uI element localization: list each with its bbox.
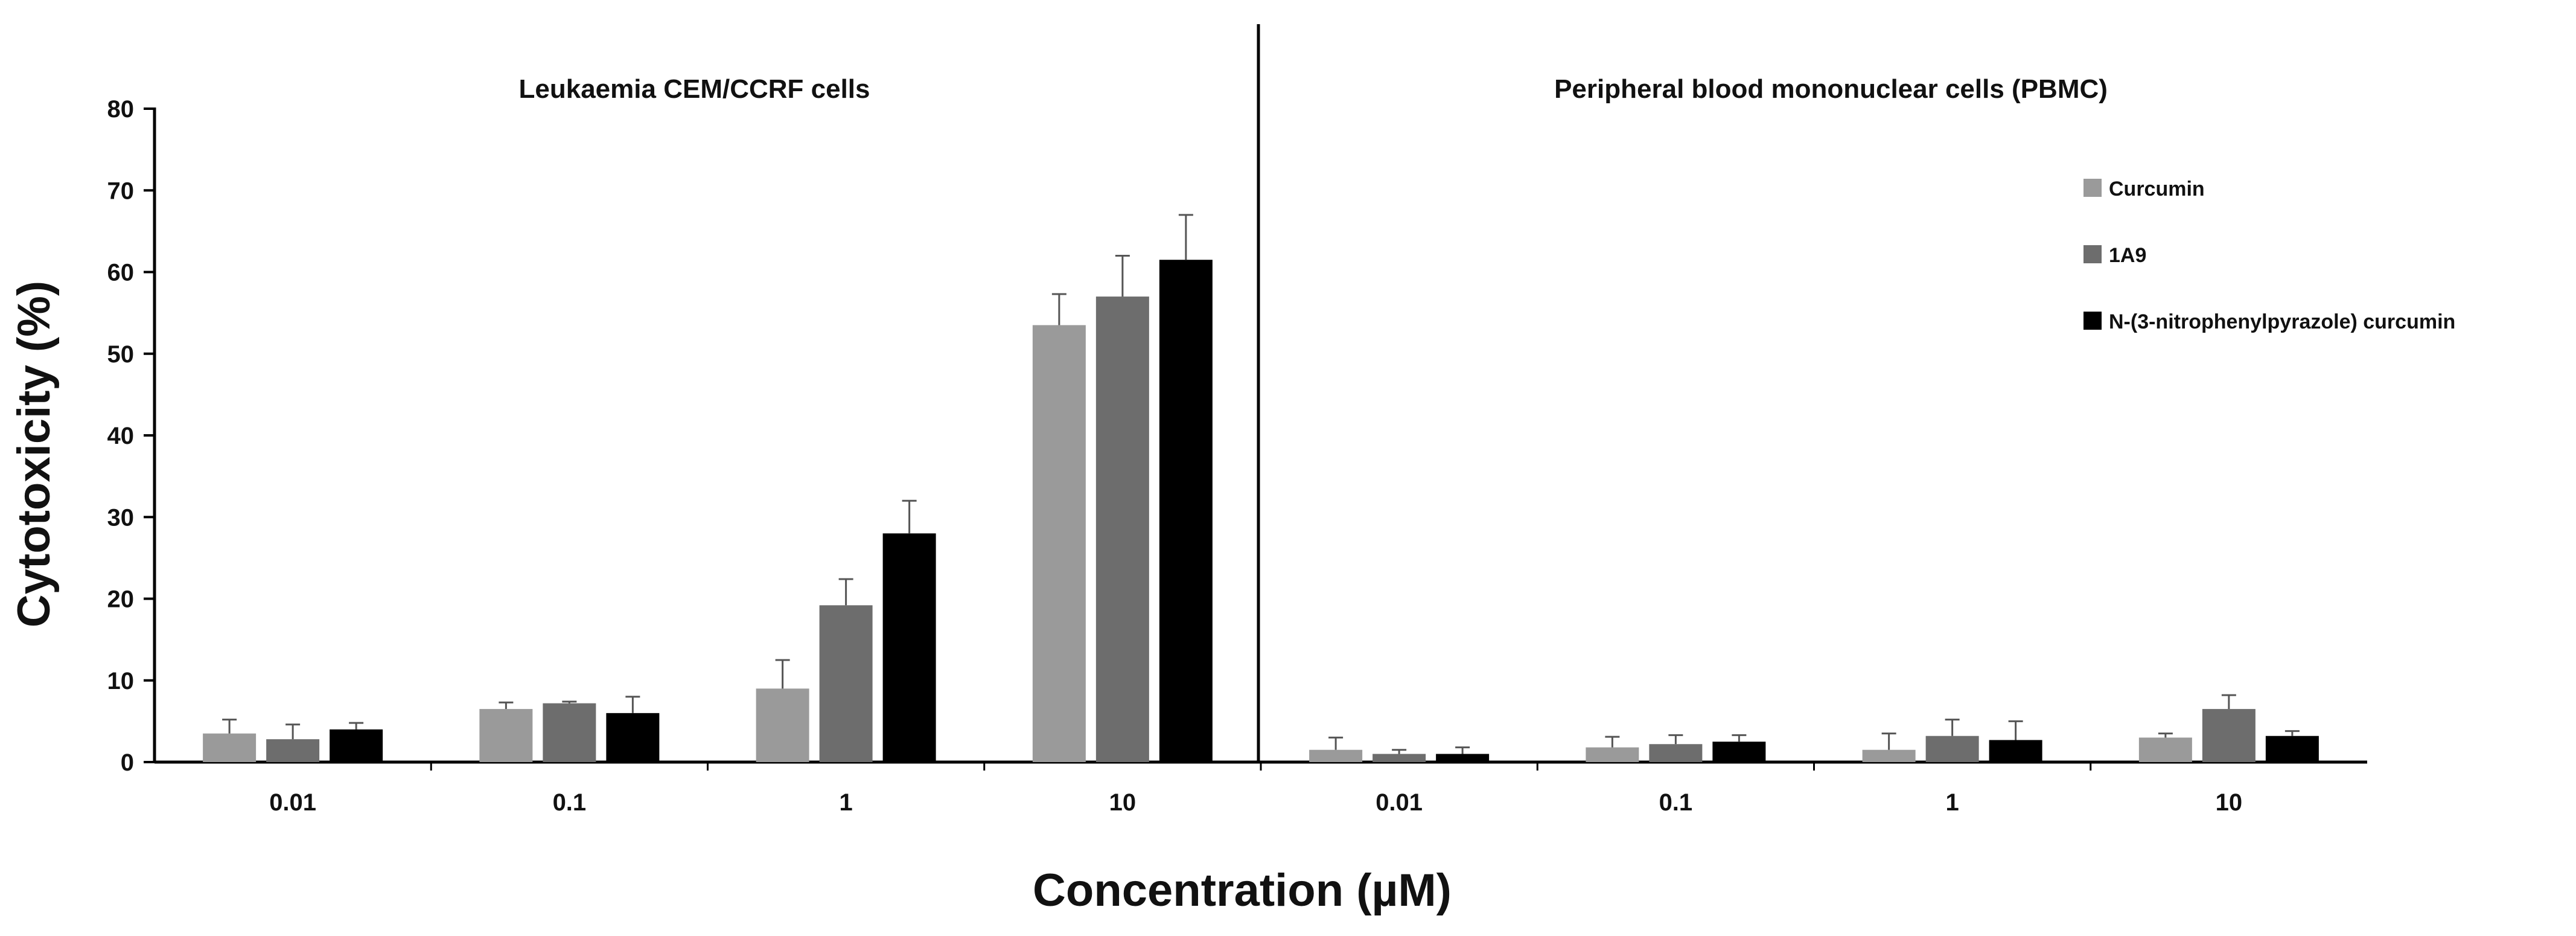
- legend-label: 1A9: [2109, 244, 2146, 267]
- panel-title: Peripheral blood mononuclear cells (PBMC…: [1554, 74, 2108, 104]
- y-axis-title: Cytotoxicity (%): [8, 281, 60, 627]
- bar: [330, 729, 383, 762]
- y-tick-label: 80: [107, 96, 135, 123]
- bar: [266, 739, 320, 762]
- bar: [819, 605, 873, 762]
- bar: [1862, 749, 1916, 762]
- bar: [606, 713, 660, 762]
- bar: [2202, 709, 2256, 762]
- y-tick-label: 40: [107, 423, 135, 449]
- x-tick-label: 0.01: [1376, 789, 1423, 816]
- x-tick-label: 10: [2216, 789, 2243, 816]
- y-tick-label: 0: [121, 749, 134, 776]
- bar: [1989, 740, 2042, 762]
- bar: [1159, 260, 1213, 762]
- x-axis-title: Concentration (µM): [1033, 865, 1452, 916]
- panel-title: Leukaemia CEM/CCRF cells: [519, 74, 870, 104]
- y-tick-label: 70: [107, 178, 135, 204]
- axes-group: [144, 24, 2367, 771]
- bar: [882, 533, 936, 762]
- y-tick-label: 10: [107, 668, 135, 694]
- y-tick-label: 30: [107, 504, 135, 531]
- x-tick-label: 10: [1109, 789, 1137, 816]
- legend: Curcumin 1A9 N-(3-nitrophenylpyrazole) cur…: [2083, 178, 2455, 333]
- legend-swatch: [2083, 312, 2102, 330]
- bar: [1649, 744, 1703, 762]
- bar: [1032, 325, 1086, 762]
- bar: [756, 688, 809, 762]
- y-tick-label: 20: [107, 586, 135, 613]
- x-tick-label: 0.1: [1659, 789, 1693, 816]
- bar: [1309, 749, 1363, 762]
- x-tick-label: 0.1: [553, 789, 587, 816]
- y-tick-label: 50: [107, 341, 135, 368]
- bars-group: [203, 260, 2319, 762]
- y-tick-label: 60: [107, 260, 135, 286]
- bar: [1095, 297, 1149, 762]
- bar: [479, 709, 533, 762]
- x-tick-label: 1: [840, 789, 853, 816]
- x-tick-label: 0.01: [269, 789, 316, 816]
- legend-label: Curcumin: [2109, 178, 2205, 200]
- legend-label: N-(3-nitrophenylpyrazole) curcumin: [2109, 310, 2455, 333]
- bar: [1436, 754, 1490, 762]
- bar: [203, 733, 257, 762]
- error-bars-group: [222, 214, 2300, 754]
- bar: [1586, 747, 1639, 762]
- legend-swatch: [2083, 179, 2102, 197]
- labels-group: 0 10 20 30 40 50 60 70 80 Leukaemia CEM/CCRF cell…: [107, 74, 2243, 816]
- legend-swatch: [2083, 245, 2102, 263]
- bar: [1372, 754, 1426, 762]
- bar: [1712, 742, 1766, 762]
- bar: [2138, 737, 2192, 762]
- bar: [2265, 736, 2319, 762]
- bar: [1925, 736, 1979, 762]
- bar: [543, 703, 596, 762]
- x-tick-label: 1: [1946, 789, 1959, 816]
